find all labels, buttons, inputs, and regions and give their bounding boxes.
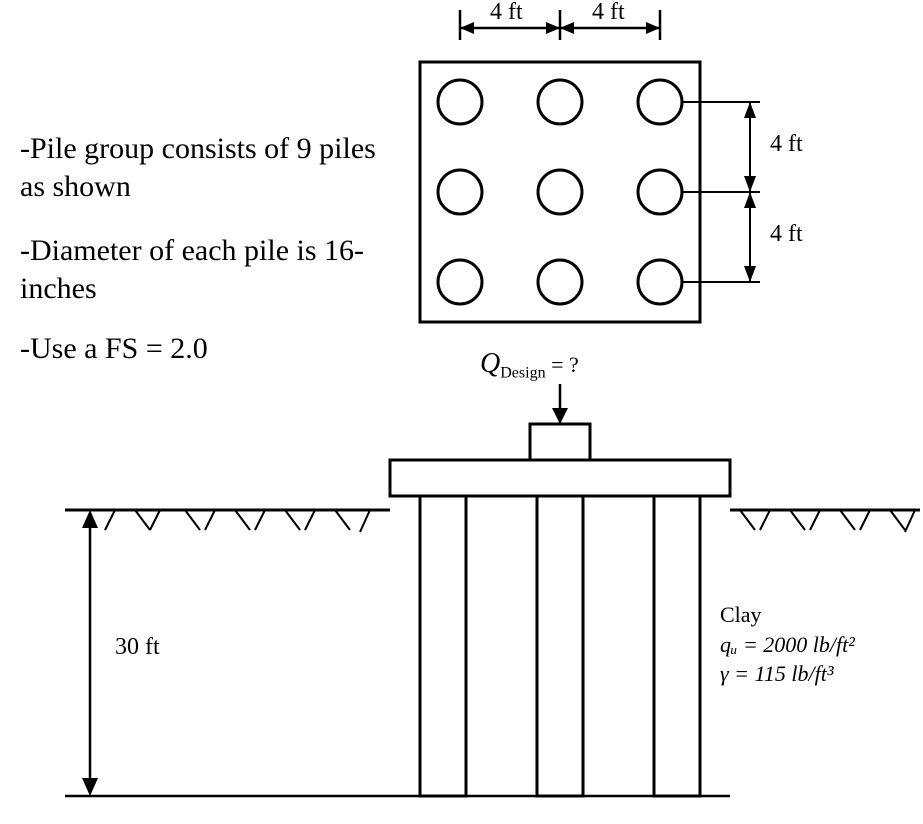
dim-top-left: 4 ft: [490, 0, 523, 24]
q-equals: = ?: [546, 352, 579, 377]
soil-qu: qᵤ = 2000 lb/ft²: [720, 630, 920, 660]
q-subscript: Design: [500, 364, 545, 381]
soil-properties: Clay qᵤ = 2000 lb/ft² γ = 115 lb/ft³: [720, 600, 920, 689]
soil-name: Clay: [720, 600, 920, 630]
dim-right-lower: 4 ft: [770, 222, 803, 246]
page: -Pile group consists of 9 piles as shown…: [0, 0, 923, 824]
plan-view-figure: [400, 0, 820, 340]
depth-label: 30 ft: [115, 635, 160, 659]
note-1: -Pile group consists of 9 piles as shown: [20, 130, 380, 205]
note-2: -Diameter of each pile is 16-inches: [20, 232, 380, 307]
soil-gamma: γ = 115 lb/ft³: [720, 659, 920, 689]
note-3: -Use a FS = 2.0: [20, 330, 380, 368]
dim-top-right: 4 ft: [592, 0, 625, 24]
dim-right-upper: 4 ft: [770, 132, 803, 156]
q-symbol: Q: [480, 348, 500, 379]
q-design-label: QDesign = ?: [480, 348, 579, 382]
